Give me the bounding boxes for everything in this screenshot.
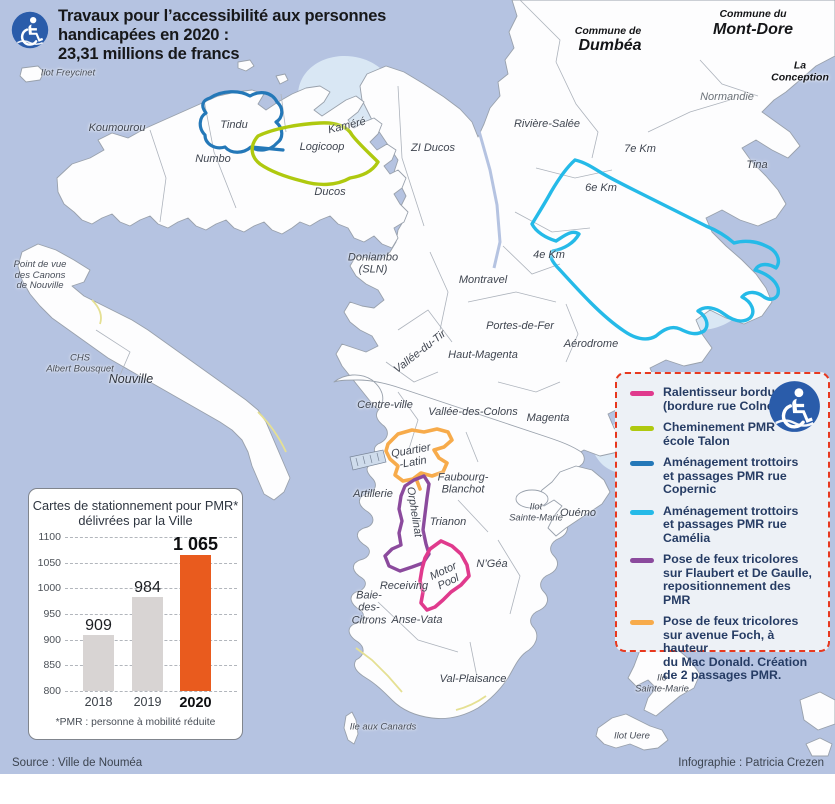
ytick-1100: 1100 [38, 531, 61, 543]
ytick-1050: 1050 [37, 556, 61, 569]
gridline-1050 [65, 562, 237, 564]
legend-item-colnett: Ralentisseur bordure (bordure rue Colnet… [630, 385, 818, 413]
year-label-2018: 2018 [84, 695, 113, 709]
legend-item-text: Pose de feux tricolores sur Flaubert et … [663, 552, 812, 607]
land-nouville [17, 243, 291, 501]
legend-item-text: Aménagement trottoirs et passages PMR ru… [663, 455, 799, 496]
bar-value-2020: 1 065 [172, 533, 219, 554]
legend-item-talon: Cheminement PMR école Talon [630, 420, 818, 448]
year-label-2020: 2020 [179, 695, 212, 711]
title-line-1: Travaux pour l’accessibilité aux personn… [58, 7, 387, 44]
route-talon-outline [250, 121, 380, 187]
island-freycinet [19, 65, 45, 83]
chart-footnote: *PMR : personne à mobilité réduite [55, 717, 216, 728]
dock-hatch [349, 449, 387, 471]
gridline-1100 [65, 537, 237, 538]
chart-title: Cartes de stationnement pour PMR* délivr… [32, 498, 239, 529]
legend-item-text: Ralentisseur bordure (bordure rue Colnet… [663, 385, 787, 413]
landmasses [17, 0, 835, 757]
gridline-1000 [65, 588, 237, 590]
bar-2018 [83, 635, 114, 691]
island-sainte-marie [627, 641, 701, 717]
bar-value-2018: 909 [85, 617, 112, 635]
route-colnett-outline [418, 539, 471, 612]
route-flaubert-outline [383, 474, 431, 573]
map-legend: Ralentisseur bordure (bordure rue Colnet… [615, 372, 830, 682]
land-south-peninsula [333, 374, 585, 719]
legend-swatch-camelia [630, 509, 654, 515]
legend-item-text: Aménagement trottoirs et passages PMR ru… [663, 503, 799, 545]
district-borders [95, 0, 759, 683]
legend-swatch-foch [630, 620, 654, 625]
legend-swatch-flaubert [630, 558, 654, 563]
shore-accents [91, 299, 487, 711]
legend-swatch-copernic [630, 461, 654, 466]
route-camelia-outline [530, 158, 781, 341]
ytick-900: 900 [43, 633, 61, 646]
wheelchair-icon [768, 380, 821, 438]
island-uere [595, 713, 669, 751]
legend-item-flaubert: Pose de feux tricolores sur Flaubert et … [630, 552, 818, 607]
legend-swatch-talon [630, 426, 654, 431]
footer-source: Source : Ville de Nouméa [12, 757, 143, 769]
route-copernic-outline [198, 90, 284, 154]
bar-2020 [180, 554, 211, 691]
routes [198, 90, 781, 612]
title-line-2: 23,31 millions de francs [58, 45, 240, 63]
footer-credit: Infographie : Patricia Crezen [678, 757, 824, 769]
legend-swatch-colnett [630, 391, 654, 396]
ytick-800: 800 [43, 685, 61, 697]
ytick-1000: 1000 [37, 582, 61, 595]
legend-item-camelia: Aménagement trottoirs et passages PMR ru… [630, 503, 818, 546]
route-copernic-tail [250, 145, 285, 152]
route-foch-stub [415, 479, 422, 491]
riviere-salee-channel [477, 130, 502, 269]
legend-item-foch: Pose de feux tricolores sur avenue Foch,… [630, 614, 818, 683]
land-ducos-peninsula [56, 85, 409, 249]
island-canards [343, 711, 359, 745]
bar-2019 [132, 596, 163, 691]
ytick-950: 950 [43, 608, 61, 620]
wheelchair-icon [11, 11, 49, 54]
ytick-850: 850 [43, 659, 61, 672]
route-foch-outline [384, 427, 454, 483]
parking-cards-chart: Cartes de stationnement pour PMR* délivr… [28, 488, 243, 740]
bar-value-2019: 984 [134, 578, 161, 596]
legend-item-copernic: Aménagement trottoirs et passages PMR ru… [630, 455, 818, 497]
page-title: Travaux pour l’accessibilité aux personn… [58, 7, 478, 64]
islet-lagoon [515, 489, 549, 509]
legend-item-text: Cheminement PMR école Talon [663, 420, 776, 448]
year-label-2019: 2019 [133, 695, 162, 709]
gridline-800 [65, 691, 237, 692]
legend-item-text: Pose de feux tricolores sur avenue Foch,… [663, 614, 808, 682]
legend-items: Ralentisseur bordure (bordure rue Colnet… [630, 385, 818, 683]
